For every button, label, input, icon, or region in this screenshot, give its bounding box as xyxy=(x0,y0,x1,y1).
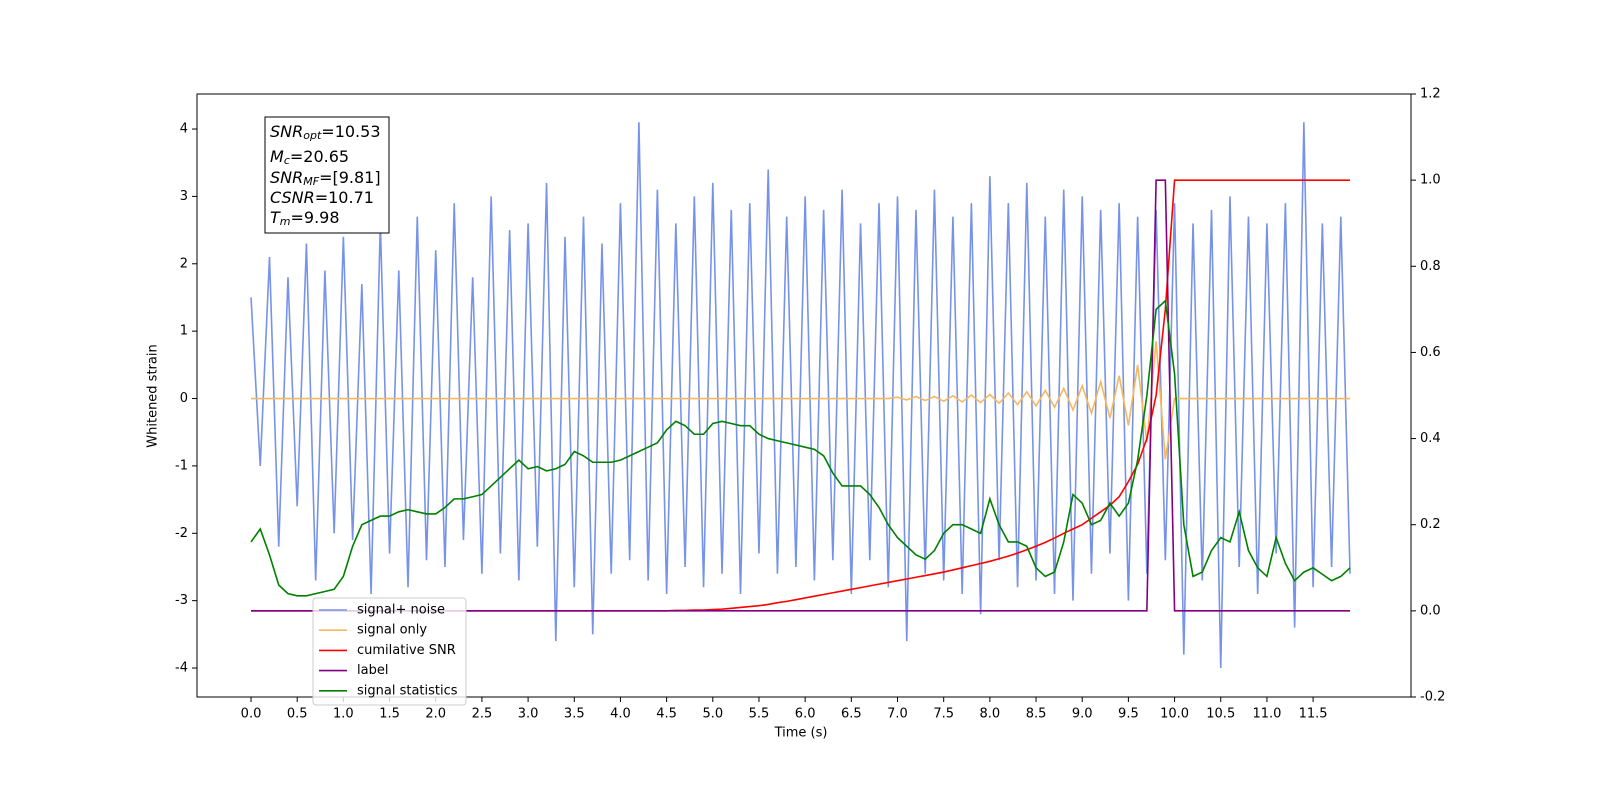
y2-tick-label: 1.2 xyxy=(1420,87,1441,102)
legend-label: label xyxy=(357,663,388,678)
x-tick-label: 10.5 xyxy=(1206,707,1235,722)
x-tick-label: 8.0 xyxy=(980,707,1001,722)
y-axis-label: Whitened strain xyxy=(146,344,161,447)
annotation-symbol: M xyxy=(270,147,284,166)
x-tick-label: 0.5 xyxy=(287,707,308,722)
annotation: Mc=20.65 xyxy=(270,147,349,168)
legend-box xyxy=(312,597,467,706)
y-tick-label: -3 xyxy=(175,593,188,608)
y-tick-label: 4 xyxy=(180,122,188,137)
annotation: SNRMF=[9.81] xyxy=(270,168,381,189)
annotation-box xyxy=(264,116,390,234)
y2-tick-label: 1.0 xyxy=(1420,173,1441,188)
x-tick-label: 6.5 xyxy=(841,707,862,722)
x-tick-label: 10.0 xyxy=(1160,707,1189,722)
annotation-symbol: SNR xyxy=(270,168,303,187)
x-tick-label: 9.0 xyxy=(1072,707,1093,722)
y2-tick-label: 0.0 xyxy=(1420,603,1441,618)
series-line xyxy=(250,122,1351,669)
annotation: CSNR=10.71 xyxy=(270,188,374,207)
series-line xyxy=(250,299,1351,597)
x-tick-label: 7.0 xyxy=(887,707,908,722)
annotation-subscript: MF xyxy=(303,175,319,188)
y2-tick-label: -0.2 xyxy=(1420,690,1445,705)
x-tick-label: 1.0 xyxy=(333,707,354,722)
x-tick-label: 11.5 xyxy=(1299,707,1328,722)
x-tick-label: 2.0 xyxy=(425,707,446,722)
annotation-value: =20.65 xyxy=(290,147,349,166)
y-tick-label: 3 xyxy=(180,189,188,204)
x-tick-label: 9.5 xyxy=(1118,707,1139,722)
annotation-subscript: opt xyxy=(303,129,322,142)
y2-tick-label: 0.2 xyxy=(1420,517,1441,532)
annotation-symbol: SNR xyxy=(270,122,303,141)
y-tick-label: -4 xyxy=(175,661,188,676)
x-tick-label: 4.5 xyxy=(656,707,677,722)
x-tick-label: 8.5 xyxy=(1026,707,1047,722)
y2-tick-label: 0.6 xyxy=(1420,345,1441,360)
annotation: Tm=9.98 xyxy=(270,208,340,229)
legend-label: cumilative SNR xyxy=(357,643,456,658)
annotation-value: =10.53 xyxy=(321,122,380,141)
y2-tick-label: 0.4 xyxy=(1420,431,1441,446)
x-tick-label: 11.0 xyxy=(1252,707,1281,722)
x-tick-label: 5.0 xyxy=(702,707,723,722)
y-tick-label: -2 xyxy=(175,526,188,541)
x-tick-label: 6.0 xyxy=(795,707,816,722)
x-tick-label: 1.5 xyxy=(379,707,400,722)
x-tick-label: 0.0 xyxy=(241,707,262,722)
annotation-value: =[9.81] xyxy=(319,168,381,187)
y-tick-label: 0 xyxy=(180,391,188,406)
annotation-value: =9.98 xyxy=(291,208,340,227)
annotation-subscript: c xyxy=(284,154,290,167)
x-tick-label: 2.5 xyxy=(472,707,493,722)
plot-frame xyxy=(196,93,1412,698)
x-axis-label: Time (s) xyxy=(774,726,828,741)
x-tick-label: 7.5 xyxy=(933,707,954,722)
y2-tick-label: 0.8 xyxy=(1420,259,1441,274)
series-line xyxy=(251,341,1351,460)
y-tick-label: 2 xyxy=(180,256,188,271)
legend-label: signal+ noise xyxy=(357,603,445,618)
annotation-value: =10.71 xyxy=(315,188,374,207)
annotation-symbol: T xyxy=(270,208,281,227)
y-tick-label: 1 xyxy=(180,324,188,339)
annotation-subscript: m xyxy=(280,215,291,228)
x-tick-label: 5.5 xyxy=(749,707,770,722)
annotation-symbol: CSNR xyxy=(270,188,315,207)
x-tick-label: 4.0 xyxy=(610,707,631,722)
x-tick-label: 3.0 xyxy=(518,707,539,722)
x-tick-label: 3.5 xyxy=(564,707,585,722)
y-tick-label: -1 xyxy=(175,458,188,473)
annotation: SNRopt=10.53 xyxy=(270,122,381,143)
legend-label: signal only xyxy=(357,623,427,638)
legend-label: signal statistics xyxy=(357,683,458,698)
